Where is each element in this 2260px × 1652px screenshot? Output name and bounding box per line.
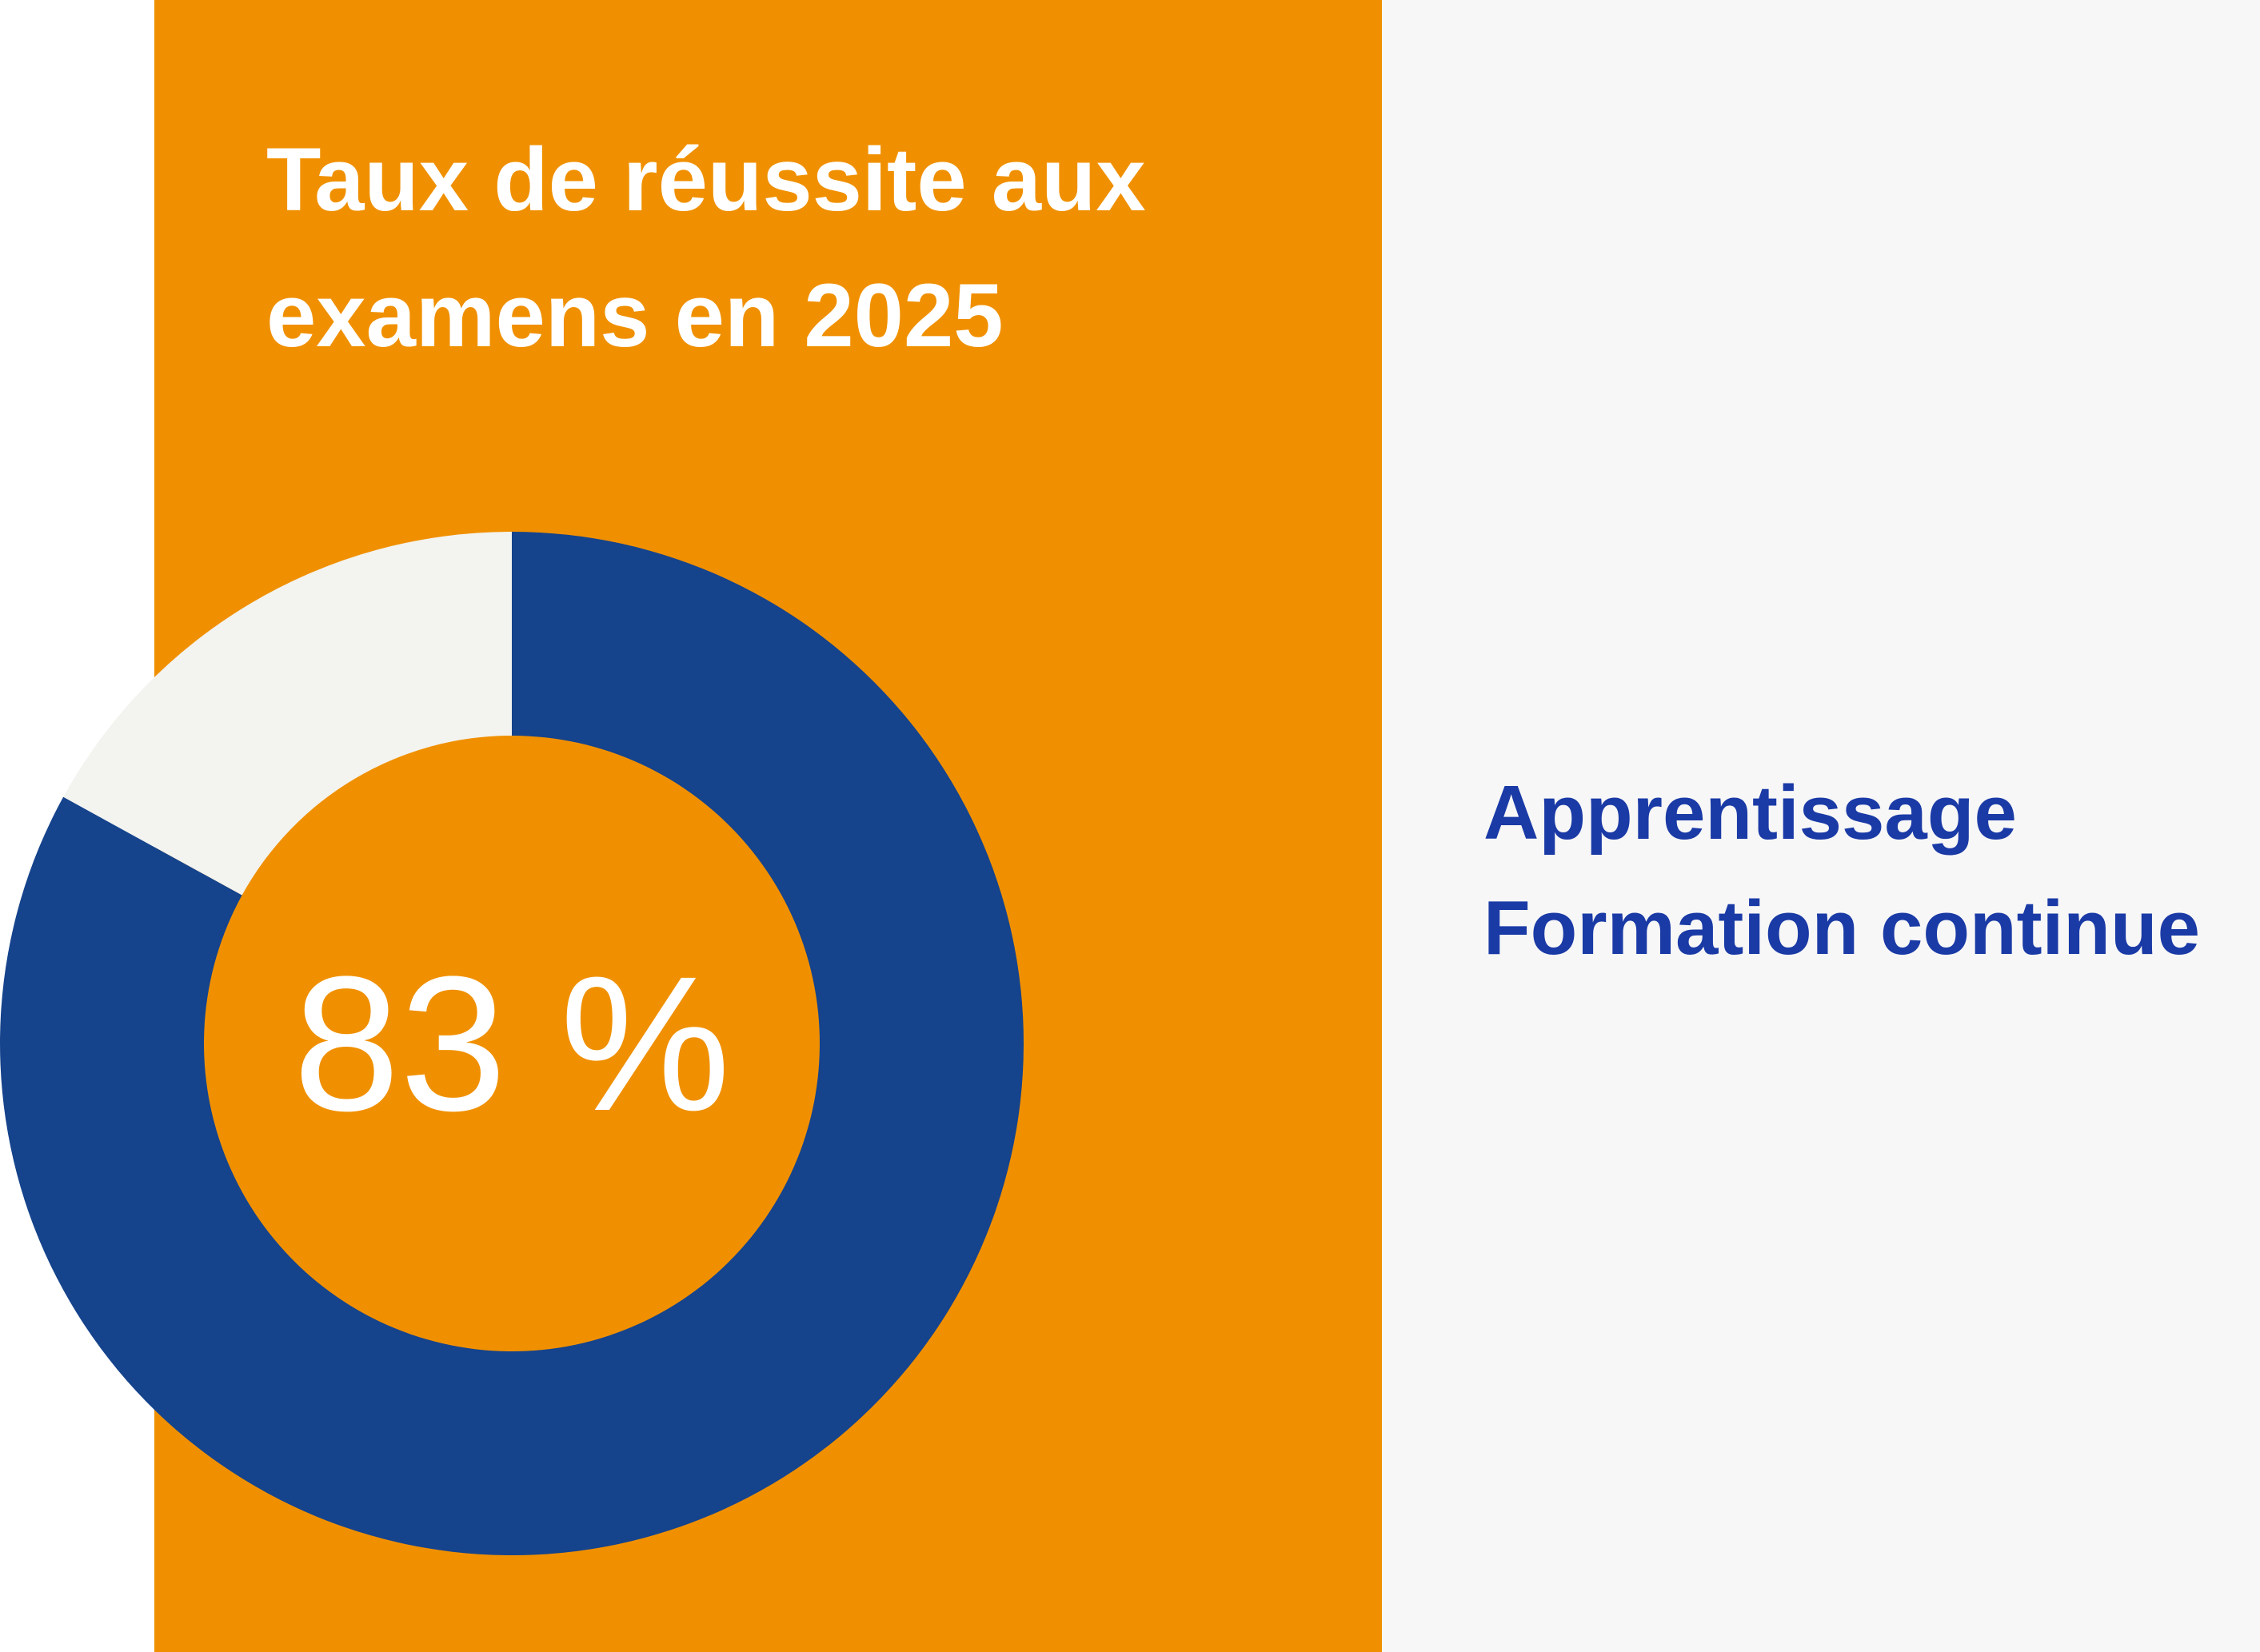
- donut-center-label: 83 %: [293, 936, 731, 1151]
- chart-title: Taux de réussite aux examens en 2025: [266, 112, 1226, 384]
- donut-slice-formation-continue: [63, 532, 513, 896]
- chart-title-line-2: examens en 2025: [266, 265, 1004, 365]
- legend-item-apprentissage: Apprentissage: [1483, 770, 2017, 856]
- legend-item-formation-continue: Formation continue: [1483, 885, 2200, 971]
- chart-title-line-1: Taux de réussite aux: [266, 130, 1146, 229]
- legend: Apprentissage Formation continue: [1483, 756, 2243, 986]
- legend-background-panel: [1382, 0, 2260, 1652]
- donut-slice-apprentissage: [0, 532, 1024, 1555]
